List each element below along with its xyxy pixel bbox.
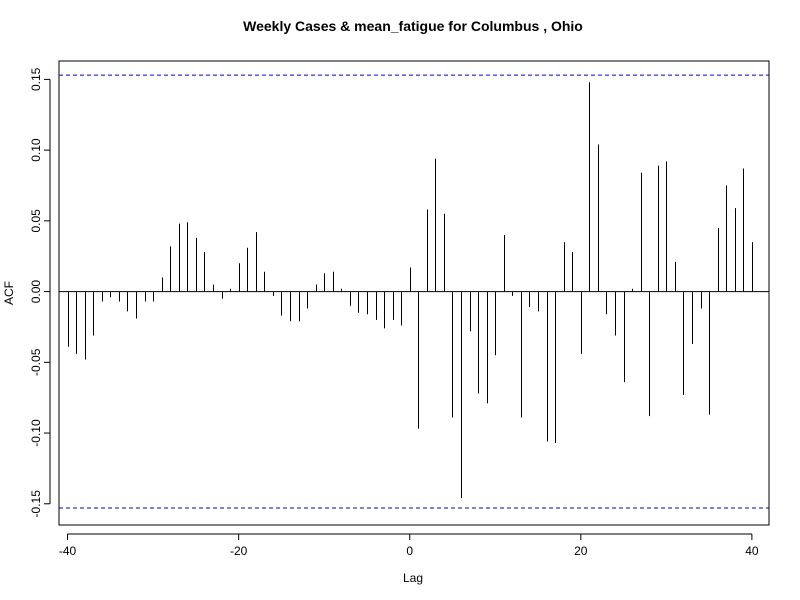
y-tick-label: 0.00 (29, 280, 43, 304)
y-axis-label: ACF (2, 281, 16, 305)
acf-bars (59, 74, 769, 509)
x-tick-label: 0 (406, 544, 413, 558)
y-tick-label: 0.05 (29, 209, 43, 233)
y-tick-label: -0.10 (29, 419, 43, 447)
y-tick-label: -0.15 (29, 490, 43, 518)
x-tick-label: -20 (230, 544, 248, 558)
x-tick-label: 40 (745, 544, 759, 558)
y-tick-label: 0.10 (29, 138, 43, 162)
y-tick-label: 0.15 (29, 67, 43, 91)
y-tick-label: -0.05 (29, 348, 43, 376)
x-tick-label: -40 (59, 544, 77, 558)
chart-title: Weekly Cases & mean_fatigue for Columbus… (243, 18, 583, 34)
plot-frame (58, 60, 770, 526)
x-axis: -40 -20 0 20 40 (59, 533, 759, 558)
x-axis-label: Lag (403, 571, 423, 585)
x-tick-label: 20 (574, 544, 588, 558)
y-axis: -0.15 -0.10 -0.05 0.00 0.05 0.10 0.15 (29, 67, 51, 518)
